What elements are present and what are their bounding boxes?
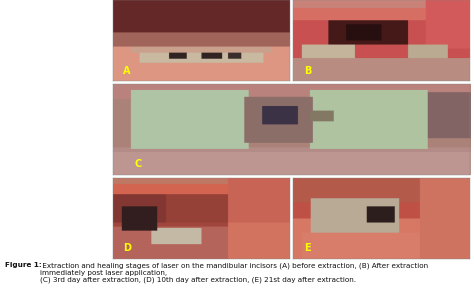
Text: A: A [123, 66, 131, 76]
Text: E: E [304, 243, 310, 253]
Text: C: C [134, 159, 142, 169]
Text: Extraction and healing stages of laser on the mandibular incisors (A) before ext: Extraction and healing stages of laser o… [40, 262, 428, 283]
Text: D: D [123, 243, 131, 253]
Text: Figure 1:: Figure 1: [5, 262, 42, 268]
Text: B: B [304, 66, 311, 76]
